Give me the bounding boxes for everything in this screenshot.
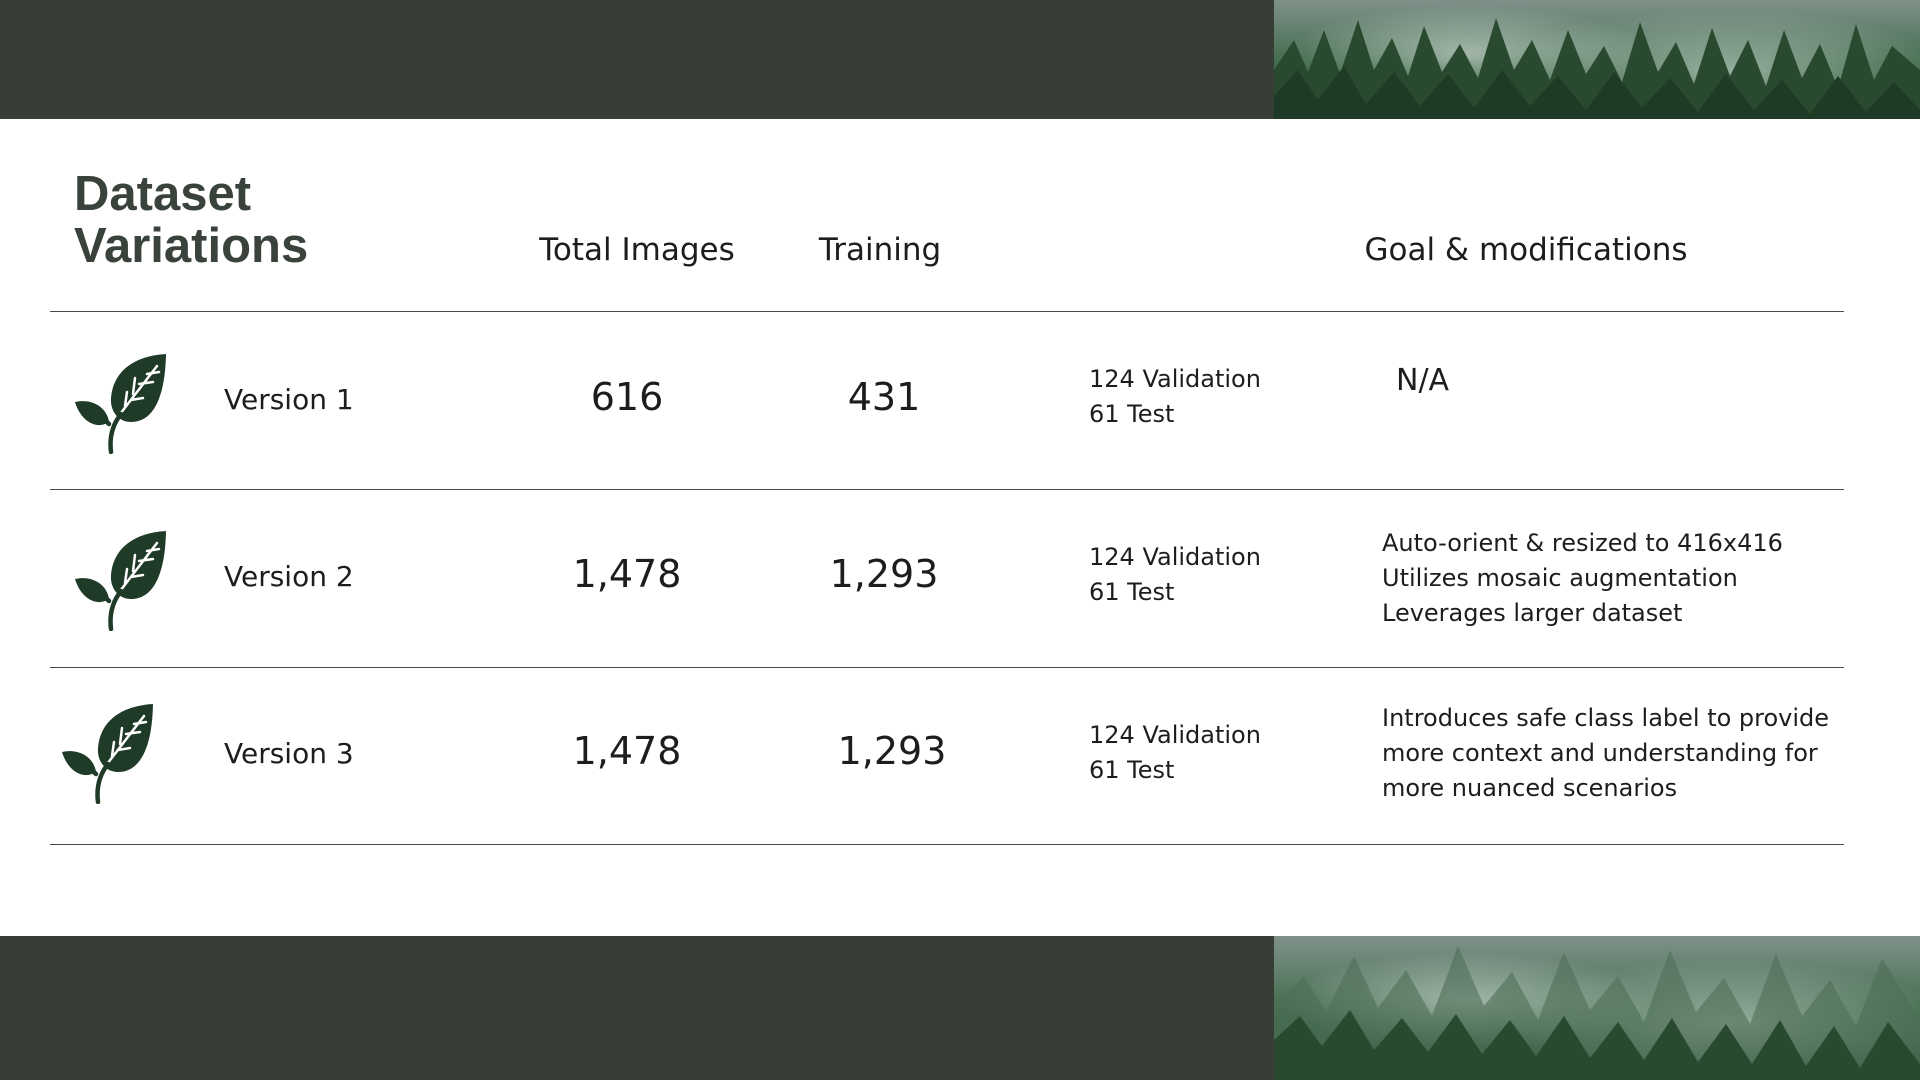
- goal-line: N/A: [1396, 363, 1450, 398]
- test-value: 61 Test: [1089, 400, 1175, 428]
- leaf-sprout-icon: [75, 354, 166, 454]
- goal-line: more context and understanding for: [1382, 739, 1818, 767]
- total-images-value: 1,478: [572, 729, 682, 773]
- title-line-2: Variations: [74, 219, 309, 273]
- validation-value: 124 Validation: [1089, 543, 1261, 571]
- footer-band: [0, 936, 1920, 1080]
- goal-line: Auto-orient & resized to 416x416: [1382, 529, 1783, 557]
- version-label: Version 1: [224, 383, 354, 416]
- goal-text: Introduces safe class label to provide m…: [1382, 701, 1829, 806]
- forest-trees-top: [1274, 18, 1920, 119]
- divider-row-2: [50, 667, 1844, 668]
- page-title: Dataset Variations: [74, 168, 308, 272]
- split-values: 124 Validation 61 Test: [1089, 362, 1261, 432]
- title-line-1: Dataset: [74, 167, 252, 221]
- split-values: 124 Validation 61 Test: [1089, 718, 1261, 788]
- forest-photo-top: [1274, 0, 1920, 119]
- header-training: Training: [818, 232, 942, 268]
- validation-value: 124 Validation: [1089, 365, 1261, 393]
- goal-line: Leverages larger dataset: [1382, 599, 1683, 627]
- header-goal: Goal & modifications: [1364, 232, 1688, 268]
- divider-row-1: [50, 489, 1844, 490]
- goal-line: Introduces safe class label to provide: [1382, 704, 1830, 732]
- divider-header: [50, 311, 1844, 312]
- goal-text: N/A: [1396, 363, 1449, 398]
- leaf-sprout-icon: [62, 704, 153, 804]
- split-values: 124 Validation 61 Test: [1089, 540, 1261, 610]
- table-row: Version 1 616 431 124 Validation 61 Test…: [0, 312, 1920, 490]
- goal-text: Auto-orient & resized to 416x416 Utilize…: [1382, 526, 1783, 631]
- forest-trees-bottom: [1274, 946, 1920, 1080]
- leaf-sprout-icon: [75, 531, 166, 631]
- version-label: Version 2: [224, 560, 354, 593]
- training-value: 431: [847, 375, 921, 419]
- total-images-value: 1,478: [572, 552, 682, 596]
- goal-line: more nuanced scenarios: [1382, 774, 1678, 802]
- forest-photo-bottom: [1274, 936, 1920, 1080]
- header-band: [0, 0, 1920, 119]
- test-value: 61 Test: [1089, 578, 1175, 606]
- table-row: Version 2 1,478 1,293 124 Validation 61 …: [0, 490, 1920, 668]
- header-total-images: Total Images: [539, 232, 735, 268]
- training-value: 1,293: [829, 552, 939, 596]
- training-value: 1,293: [837, 729, 947, 773]
- table-row: Version 3 1,478 1,293 124 Validation 61 …: [0, 668, 1920, 846]
- version-label: Version 3: [224, 737, 354, 770]
- goal-line: Utilizes mosaic augmentation: [1382, 564, 1738, 592]
- validation-value: 124 Validation: [1089, 721, 1261, 749]
- total-images-value: 616: [590, 375, 664, 419]
- divider-row-3: [50, 844, 1844, 845]
- test-value: 61 Test: [1089, 756, 1175, 784]
